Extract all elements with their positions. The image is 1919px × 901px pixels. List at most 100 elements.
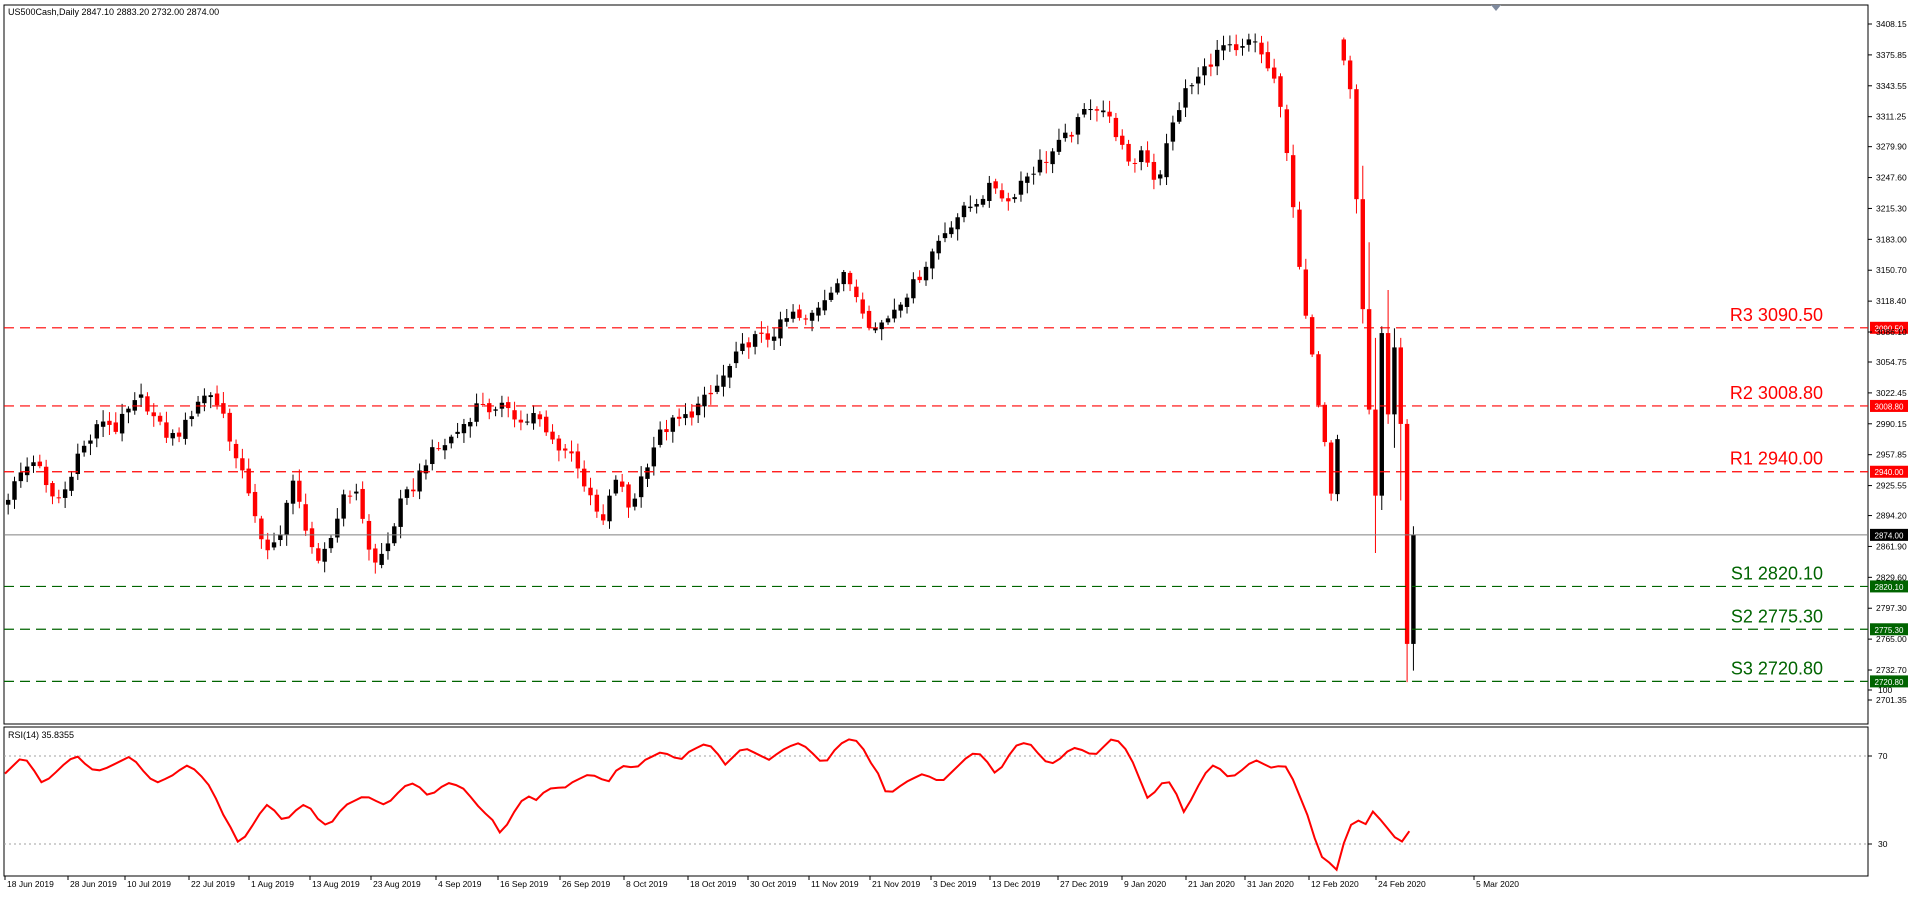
candle-body	[1088, 109, 1093, 111]
candle	[885, 315, 891, 325]
candle-body	[284, 502, 289, 535]
candle-body	[1145, 150, 1150, 163]
candle-body	[1290, 155, 1296, 208]
date-tick-label: 27 Dec 2019	[1060, 879, 1108, 889]
candle	[1196, 67, 1201, 95]
candle	[999, 183, 1005, 202]
candle	[176, 427, 182, 443]
candle-body	[563, 448, 568, 451]
candle-body	[145, 396, 150, 412]
candle	[417, 463, 422, 500]
candle	[657, 421, 663, 448]
candle	[581, 460, 587, 492]
price-tick-label: 3343.55	[1876, 81, 1907, 91]
candle-body	[974, 204, 979, 207]
candle	[1221, 35, 1226, 61]
candle	[202, 388, 207, 412]
candle-body	[1265, 52, 1271, 69]
candle	[316, 543, 321, 564]
price-axis: 3408.15 3375.85 3343.55 3311.25 3279.90 3247.…	[1868, 19, 1907, 705]
date-tick-label: 28 Jun 2019	[70, 879, 117, 889]
candle-body	[569, 451, 574, 454]
candle	[404, 486, 410, 505]
candle-body	[455, 431, 460, 434]
price-tick-label: 3215.30	[1876, 203, 1907, 213]
candle-body	[1309, 317, 1315, 355]
candle-body	[1170, 122, 1176, 142]
level-label-r2: R2 3008.80	[1730, 383, 1823, 403]
levels-layer: R3 3090.50 3090.50 R2 3008.80 3008.80 R1 294…	[4, 305, 1908, 688]
candle-body	[1158, 174, 1163, 179]
candle-body	[1069, 134, 1074, 137]
candle	[898, 302, 903, 318]
candle-body	[1196, 76, 1201, 84]
current-price-tag	[1870, 528, 1908, 541]
candle-body	[1132, 162, 1138, 164]
candle-body	[607, 495, 612, 522]
candle	[31, 455, 36, 473]
candle-body	[252, 491, 258, 517]
candle	[575, 443, 581, 479]
candle	[1107, 100, 1112, 123]
candle-body	[259, 518, 264, 540]
date-tick-label: 31 Jan 2020	[1247, 879, 1294, 889]
candle	[797, 304, 802, 321]
candle-body	[1189, 85, 1195, 87]
candle-body	[398, 498, 403, 527]
candle-body	[664, 429, 669, 433]
candle	[69, 471, 74, 497]
candle	[37, 454, 43, 469]
candle	[461, 418, 467, 443]
candle-body	[923, 266, 929, 281]
candle	[955, 213, 960, 241]
candle-body	[949, 227, 954, 235]
candle-body	[771, 336, 777, 341]
price-tick-label: 3054.75	[1876, 357, 1907, 367]
candle-body	[1018, 180, 1024, 195]
candle	[221, 392, 226, 419]
candle-body	[1208, 64, 1214, 67]
candle-body	[816, 307, 821, 316]
candle	[1252, 33, 1258, 53]
candle-body	[442, 445, 448, 451]
candle	[695, 396, 701, 424]
candle	[1328, 440, 1334, 501]
candle-body	[600, 514, 606, 521]
candle	[1189, 83, 1195, 95]
candle	[974, 198, 979, 214]
candle	[455, 422, 460, 439]
candle-body	[1240, 46, 1245, 48]
candle-body	[436, 448, 441, 450]
price-tick-label: 2701.35	[1876, 695, 1907, 705]
current-price-tag-text: 2874.00	[1875, 531, 1904, 540]
rsi-layer	[4, 738, 1868, 872]
candle-body	[94, 424, 99, 439]
candle-body	[1164, 143, 1169, 178]
candle-body	[670, 417, 676, 432]
candle	[664, 419, 669, 441]
candle	[613, 475, 619, 496]
candle	[1246, 33, 1252, 52]
date-tick-label: 22 Jul 2019	[191, 879, 235, 889]
candle-body	[803, 318, 808, 320]
candle-body	[233, 443, 239, 459]
candle-body	[119, 413, 125, 434]
price-tick-label: 3022.45	[1876, 388, 1907, 398]
candle	[518, 410, 524, 431]
candle	[379, 542, 384, 569]
candle	[987, 175, 992, 208]
candle-body	[714, 385, 720, 392]
candle-body	[1183, 88, 1188, 108]
candle	[1120, 129, 1125, 150]
chart-shift-marker[interactable]	[1491, 5, 1501, 11]
candle-body	[1050, 151, 1055, 165]
candle	[252, 483, 258, 523]
candle	[1044, 151, 1049, 174]
date-tick-label: 18 Jun 2019	[7, 879, 54, 889]
candle	[1025, 172, 1030, 194]
candle-body	[695, 403, 701, 416]
candle	[170, 429, 175, 446]
candle	[778, 311, 783, 346]
candle-body	[88, 440, 93, 444]
candle-body	[1101, 110, 1106, 113]
